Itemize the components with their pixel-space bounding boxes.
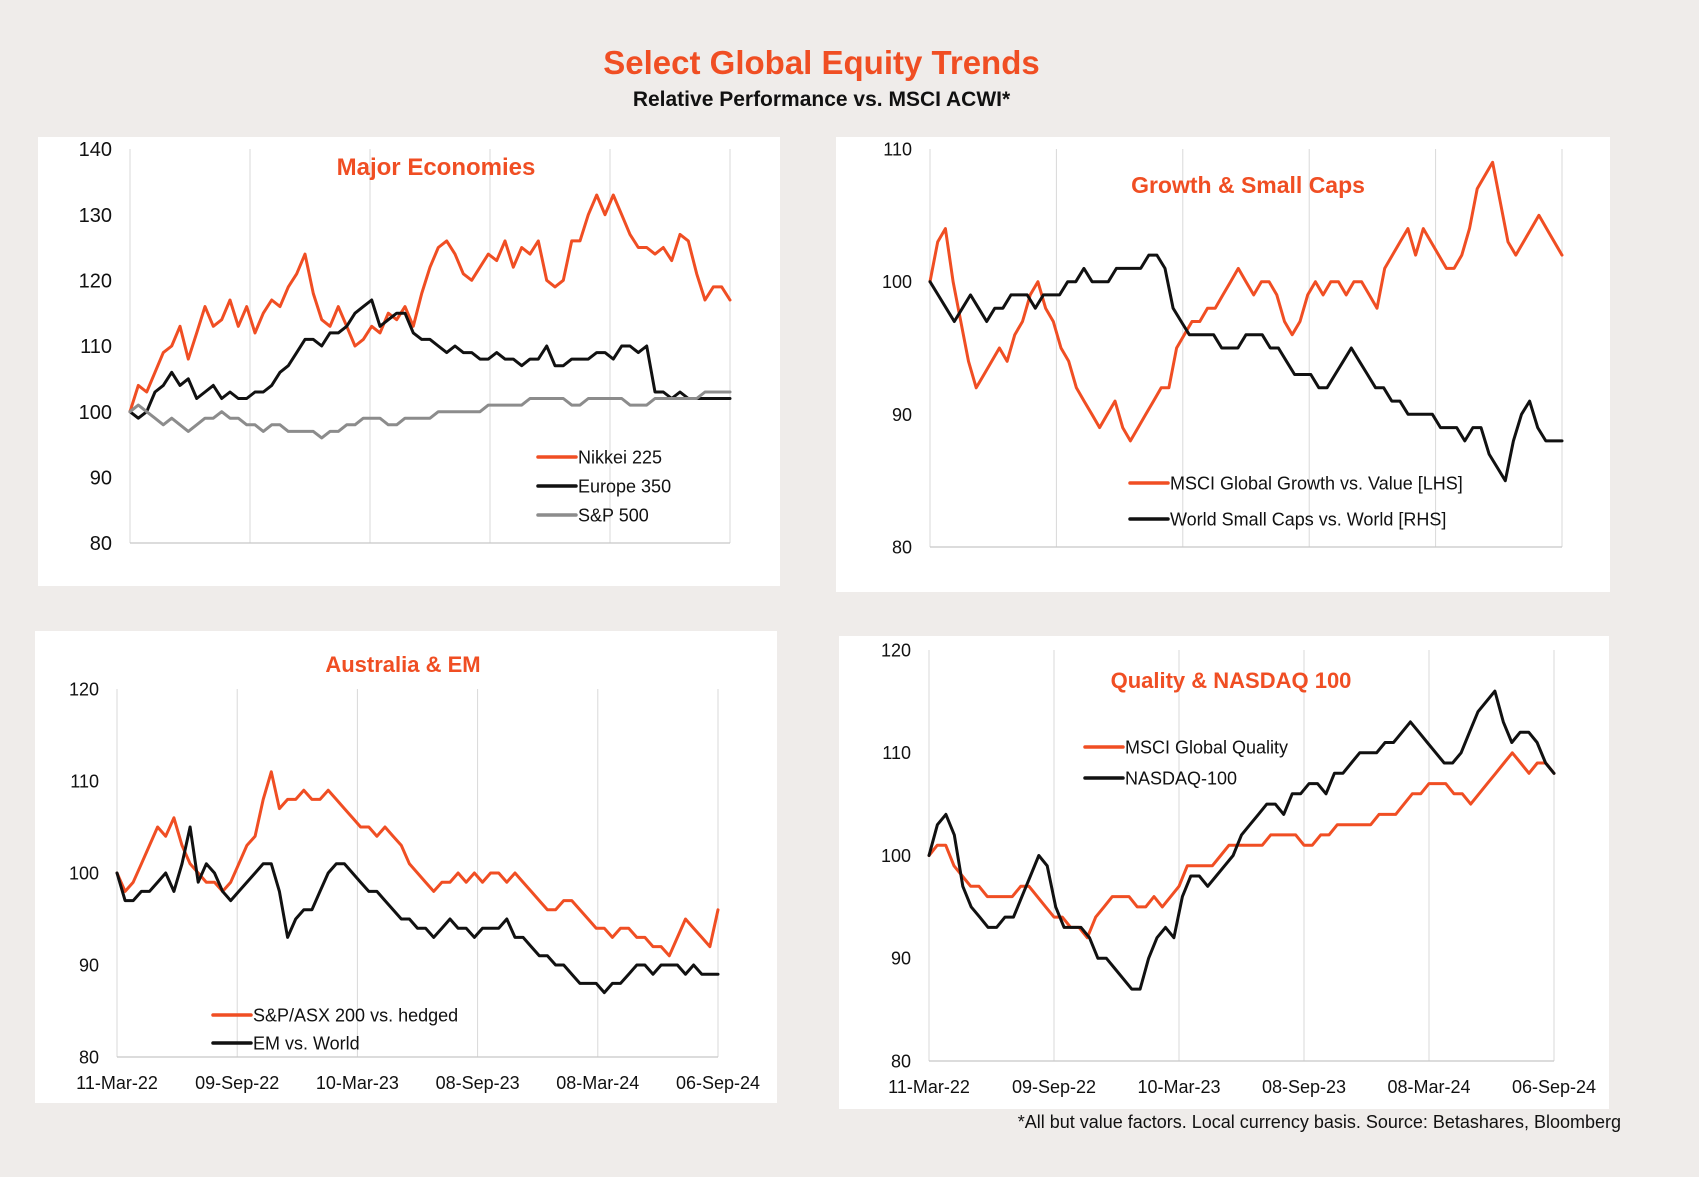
series-line-1 [128,193,732,414]
x-tick-label: 10-Mar-23 [316,1073,399,1093]
chart-major-economies: 80 90 100 110 120 130 140 Major Economies Nikkei… [79,139,732,555]
y-tick-label: 100 [79,402,112,424]
y-tick-label: 90 [79,955,99,975]
x-tick-label: 08-Sep-23 [1262,1077,1346,1097]
y-tick-label: 80 [891,1051,911,1071]
y-tick-label: 110 [882,743,911,763]
chart-quality-nasdaq: 80 90 100 110 120 11-Mar-22 09-Sep-22 10-Mar-23… [881,640,1596,1097]
chart-title: Quality & NASDAQ 100 [1111,668,1352,693]
chart-growth-small-caps: 80 90 100 110 Growth & Small Caps MSCI Global… [882,139,1564,557]
page-title: Select Global Equity Trends [603,44,1040,81]
chart-panel-quality-nasdaq: 80 90 100 110 120 11-Mar-22 09-Sep-22 10-Mar-23… [839,636,1609,1109]
source-footnote: *All but value factors. Local currency b… [1017,1112,1621,1132]
series-line-2 [115,825,720,995]
series-line-2 [128,298,732,420]
y-tick-label: 140 [79,139,112,161]
legend-label: Nikkei 225 [578,447,662,467]
y-tick-label: 100 [881,846,911,866]
y-tick-label: 100 [882,272,912,292]
y-tick-label: 110 [70,771,99,791]
chart-title: Australia & EM [325,652,480,677]
y-tick-label: 120 [79,271,112,293]
chart-title: Growth & Small Caps [1131,172,1365,198]
x-tick-label: 06-Sep-24 [676,1073,760,1093]
y-tick-label: 130 [79,205,112,227]
legend-label: World Small Caps vs. World [RHS] [1170,509,1446,529]
series-line-1 [115,770,720,958]
x-tick-label: 09-Sep-22 [195,1073,279,1093]
legend-label: Europe 350 [578,476,671,496]
x-tick-label: 06-Sep-24 [1512,1077,1596,1097]
chart-title: Major Economies [337,154,536,181]
chart-australia-em: 80 90 100 110 120 11-Mar-22 09-Sep-22 10-Mar-23… [69,652,760,1093]
y-tick-label: 90 [891,949,911,969]
legend-label: MSCI Global Quality [1125,737,1288,757]
x-tick-label: 11-Mar-22 [76,1073,158,1093]
x-tick-label: 09-Sep-22 [1012,1077,1096,1097]
y-tick-label: 80 [90,533,112,555]
series-line-3 [128,390,732,440]
chart-panel-major-economies: 80 90 100 110 120 130 140 Major Economies Nikkei… [38,137,780,586]
y-tick-label: 120 [69,679,99,699]
y-tick-label: 100 [69,863,99,883]
series-line-2 [928,253,1564,483]
x-tick-label: 11-Mar-22 [888,1077,970,1097]
legend-label: S&P/ASX 200 vs. hedged [253,1005,458,1025]
legend-label: S&P 500 [578,505,649,525]
page-subtitle: Relative Performance vs. MSCI ACWI* [632,88,1011,111]
x-tick-label: 08-Sep-23 [436,1073,520,1093]
x-tick-label: 10-Mar-23 [1137,1077,1220,1097]
x-tick-label: 08-Mar-24 [556,1073,639,1093]
y-tick-label: 90 [892,405,912,425]
y-tick-label: 110 [883,139,912,159]
y-tick-label: 90 [90,468,112,490]
series-line-1 [927,751,1556,940]
legend-label: MSCI Global Growth vs. Value [LHS] [1170,473,1463,493]
legend-label: NASDAQ-100 [1125,768,1237,788]
y-tick-label: 110 [80,336,112,358]
legend-label: EM vs. World [253,1033,360,1053]
y-tick-label: 80 [892,537,912,557]
series-line-2 [927,689,1556,991]
chart-panel-australia-em: 80 90 100 110 120 11-Mar-22 09-Sep-22 10-Mar-23… [35,631,777,1103]
x-tick-label: 08-Mar-24 [1387,1077,1470,1097]
chart-panel-growth-small-caps: 80 90 100 110 Growth & Small Caps MSCI Global… [836,137,1610,592]
y-tick-label: 80 [79,1047,99,1067]
series-line-1 [928,160,1564,443]
y-tick-label: 120 [881,640,911,660]
